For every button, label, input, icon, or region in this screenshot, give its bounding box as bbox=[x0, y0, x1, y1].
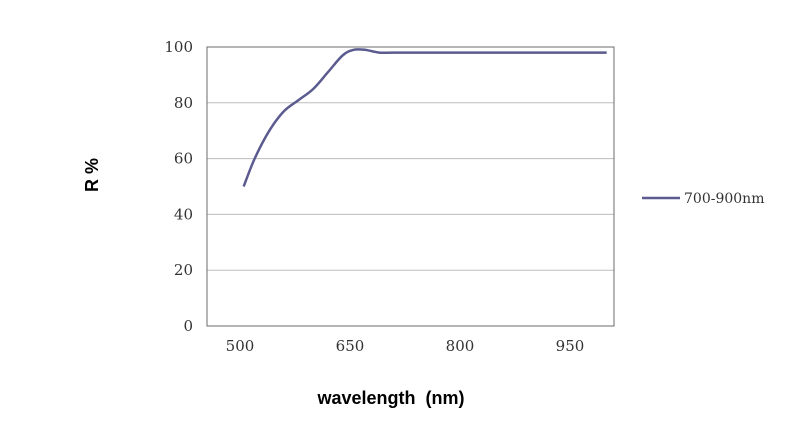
y-tick-label: 0 bbox=[183, 317, 193, 335]
y-tick-label: 40 bbox=[174, 205, 193, 223]
x-tick-label: 650 bbox=[336, 337, 365, 355]
legend: 700-900nm bbox=[642, 191, 764, 207]
y-axis-ticks: 0 20 40 60 80 100 bbox=[164, 38, 193, 335]
series-layer bbox=[242, 48, 607, 187]
legend-label: 700-900nm bbox=[684, 191, 764, 207]
gridlines bbox=[207, 102, 614, 271]
x-axis-title: wavelength (nm) bbox=[316, 388, 464, 408]
x-tick-label: 800 bbox=[446, 337, 475, 355]
y-tick-label: 80 bbox=[174, 94, 193, 112]
y-axis-title: R % bbox=[82, 158, 102, 192]
y-tick-label: 20 bbox=[174, 261, 193, 279]
x-tick-label: 500 bbox=[226, 337, 255, 355]
y-tick-label: 100 bbox=[164, 38, 193, 56]
x-axis-ticks: 500 650 800 950 bbox=[226, 337, 585, 355]
plot-area-border bbox=[206, 46, 615, 327]
y-tick-label: 60 bbox=[174, 150, 193, 168]
x-tick-label: 950 bbox=[556, 337, 585, 355]
series-line bbox=[242, 48, 607, 187]
